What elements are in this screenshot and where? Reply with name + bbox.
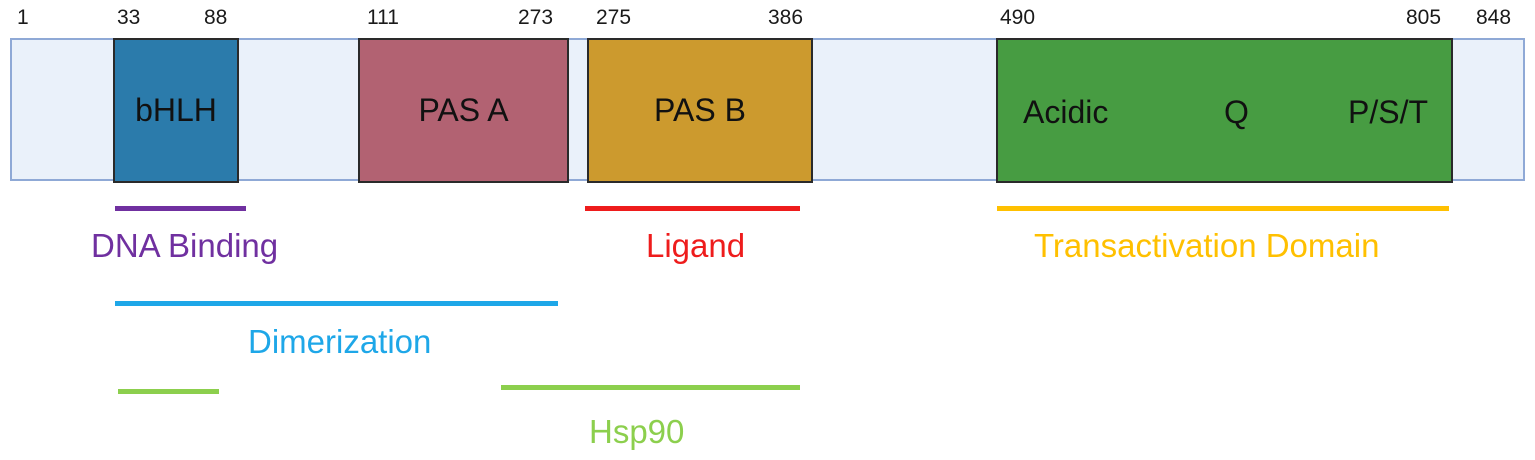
ligand-bar xyxy=(585,206,800,211)
transactivation-label: Transactivation Domain xyxy=(1034,227,1380,264)
position-273: 273 xyxy=(518,6,554,29)
position-805: 805 xyxy=(1406,6,1442,29)
position-88: 88 xyxy=(204,6,228,29)
transactivation-bar xyxy=(997,206,1449,211)
domain-pas-b: PAS B xyxy=(587,38,813,183)
domain-pas-b-label: PAS B xyxy=(654,92,746,128)
dna-binding-bar xyxy=(115,206,246,211)
domain-acidic-label: Acidic xyxy=(1023,94,1109,130)
domain-transactivation: Acidic Q P/S/T xyxy=(996,38,1453,183)
hsp90-bar-left xyxy=(118,389,219,394)
position-490: 490 xyxy=(1000,6,1036,29)
domain-q-label: Q xyxy=(1224,94,1249,130)
dimerization-label: Dimerization xyxy=(248,323,432,360)
hsp90-label: Hsp90 xyxy=(589,413,685,450)
dimerization-bar xyxy=(115,301,558,306)
hsp90-bar-right xyxy=(501,385,800,390)
domain-bhlh: bHLH xyxy=(113,38,239,183)
dna-binding-label: DNA Binding xyxy=(91,227,279,264)
domain-pst-label: P/S/T xyxy=(1348,94,1429,130)
domain-pas-a: PAS A xyxy=(358,38,569,183)
domain-pas-a-label: PAS A xyxy=(418,92,509,128)
position-111: 111 xyxy=(367,6,399,29)
position-386: 386 xyxy=(768,6,804,29)
ligand-label: Ligand xyxy=(646,227,746,264)
domain-bhlh-label: bHLH xyxy=(135,92,217,128)
position-33: 33 xyxy=(117,6,141,29)
position-275: 275 xyxy=(596,6,632,29)
position-1: 1 xyxy=(17,6,29,29)
position-848: 848 xyxy=(1476,6,1512,29)
